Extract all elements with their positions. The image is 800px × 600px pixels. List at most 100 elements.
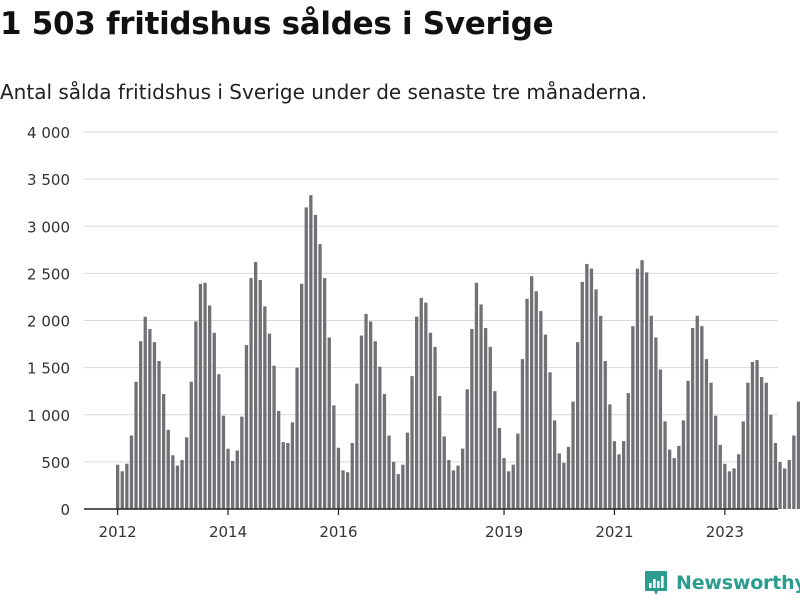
bar — [493, 391, 497, 509]
bar — [732, 468, 736, 509]
bar — [323, 278, 327, 509]
bar — [456, 465, 460, 509]
bar — [755, 360, 759, 509]
bar — [566, 446, 571, 509]
bar — [695, 315, 699, 509]
bar — [525, 298, 529, 509]
bar — [714, 415, 718, 509]
bar — [231, 460, 235, 509]
bar — [240, 416, 244, 509]
bar — [378, 366, 382, 509]
bar — [116, 464, 120, 509]
bar — [580, 281, 584, 509]
bar — [497, 427, 502, 509]
bar — [668, 449, 672, 509]
bar — [139, 341, 143, 509]
brand-name: Newsworthy — [676, 572, 800, 594]
bar — [465, 389, 469, 509]
bar — [171, 455, 175, 509]
bar — [792, 435, 796, 509]
bar — [341, 470, 345, 509]
bar — [585, 263, 589, 509]
x-tick-label: 2016 — [319, 523, 357, 541]
bar — [640, 260, 644, 509]
bar — [148, 328, 152, 509]
bar — [401, 464, 405, 509]
bar — [175, 465, 180, 509]
bar — [796, 401, 800, 509]
bar — [336, 447, 341, 509]
bar — [773, 443, 778, 509]
bar — [484, 328, 488, 509]
x-tick-label: 2014 — [209, 523, 247, 541]
bar — [520, 359, 525, 509]
bar — [488, 346, 492, 509]
bar — [387, 435, 391, 509]
bar — [622, 441, 626, 509]
bar — [608, 404, 612, 509]
bar — [557, 453, 561, 509]
bar — [364, 313, 368, 509]
bar — [295, 367, 299, 510]
bar — [530, 276, 534, 509]
bar — [603, 361, 607, 509]
bar — [332, 405, 336, 509]
newsworthy-icon — [645, 571, 667, 595]
bar — [286, 443, 290, 509]
bar — [645, 272, 649, 509]
bar — [507, 471, 511, 509]
bar — [382, 394, 387, 509]
bar — [686, 380, 690, 509]
bar — [129, 435, 134, 509]
brand-logo: Newsworthy — [644, 566, 800, 600]
bar — [396, 474, 400, 509]
bar — [346, 472, 350, 509]
bar — [221, 415, 226, 509]
bar — [663, 421, 667, 509]
bar — [539, 311, 543, 509]
bar — [157, 361, 161, 509]
bar — [410, 376, 414, 509]
bar — [272, 365, 276, 509]
bar — [612, 441, 617, 509]
x-tick-label: 2019 — [485, 523, 523, 541]
y-tick-label: 2 500 — [27, 265, 70, 283]
bar — [718, 444, 722, 509]
bar — [309, 195, 313, 509]
bar — [166, 429, 170, 509]
bar — [553, 420, 557, 509]
bar — [649, 315, 653, 509]
bar — [447, 459, 451, 509]
bar — [162, 394, 166, 509]
page-title: 1 503 fritidshus såldes i Sverige — [0, 6, 554, 42]
bar — [359, 335, 364, 509]
bar — [438, 395, 442, 509]
bar — [635, 268, 640, 509]
bar — [461, 448, 465, 509]
bar — [594, 289, 598, 509]
y-tick-label: 1 000 — [27, 407, 70, 425]
y-tick-label: 1 500 — [27, 360, 70, 378]
bar — [654, 337, 658, 509]
bar — [267, 333, 272, 509]
bar — [433, 346, 437, 509]
bar — [631, 326, 635, 509]
bar — [543, 334, 548, 509]
bar — [235, 450, 239, 509]
bar — [212, 332, 216, 509]
bar — [318, 244, 322, 509]
x-tick-label: 2012 — [99, 523, 137, 541]
bar — [700, 326, 704, 509]
bar — [369, 321, 373, 509]
bar — [189, 381, 193, 509]
bar — [152, 342, 157, 509]
bar — [691, 328, 695, 509]
bar — [300, 283, 304, 509]
bar — [704, 359, 709, 509]
bar — [405, 432, 410, 509]
bar — [244, 345, 249, 509]
bar — [723, 463, 727, 509]
bar — [571, 401, 575, 509]
y-tick-label: 2 000 — [27, 313, 70, 331]
